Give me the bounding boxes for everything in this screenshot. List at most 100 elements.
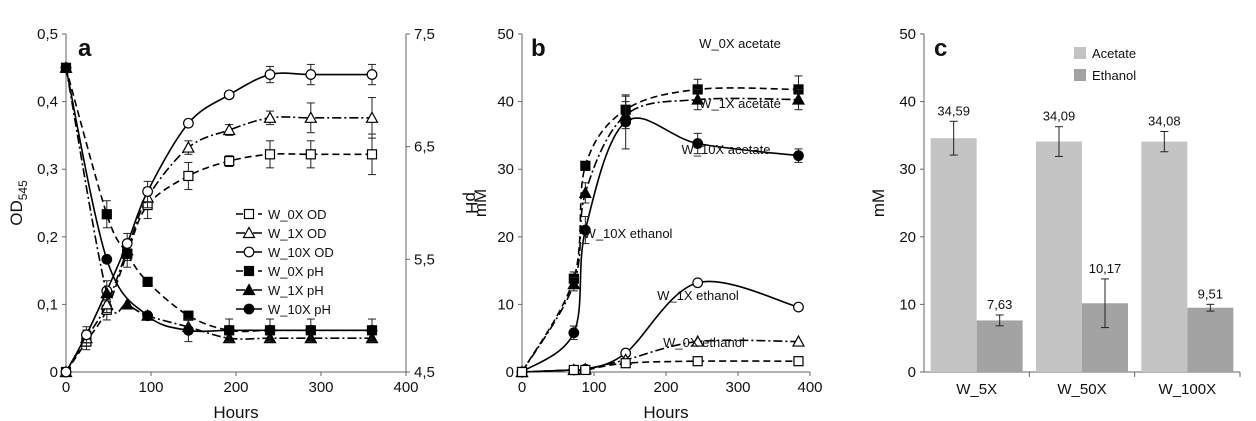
b-xtick-label: 100 — [581, 379, 606, 396]
a-data-point — [142, 310, 154, 322]
a-series-line-1 — [65, 116, 372, 373]
a-ytick-label: 0 — [50, 364, 58, 381]
c-bar-value-label: 34,09 — [1043, 109, 1076, 124]
a-y-axis-title-main: OD — [7, 200, 26, 226]
a-xtick-label: 0 — [62, 379, 70, 396]
b-data-point — [793, 150, 804, 162]
a-legend-marker — [243, 265, 255, 277]
b-ytick-label: 0 — [506, 364, 514, 381]
a-data-point — [142, 186, 154, 197]
a-data-point — [366, 69, 378, 80]
b-xtick-label: 200 — [653, 379, 678, 396]
a-data-point — [122, 248, 133, 259]
a-series-line-0 — [65, 153, 372, 373]
a-legend-label: W_10X OD — [268, 245, 334, 260]
a-legend-label: W_0X pH — [268, 264, 324, 279]
a-x-axis-title: Hours — [213, 403, 258, 421]
a-data-point — [223, 324, 235, 336]
a-data-point — [305, 69, 317, 80]
b-data-point — [579, 224, 591, 236]
a-data-point — [366, 149, 378, 160]
c-ytick-label: 10 — [899, 296, 916, 313]
a-data-point — [120, 297, 134, 310]
a-legend-label: W_1X pH — [268, 283, 324, 298]
b-series-label: W_0X ethanol — [663, 335, 745, 350]
a-data-point — [60, 62, 72, 74]
c-legend-label: Acetate — [1092, 46, 1136, 61]
b-ytick-label: 20 — [497, 229, 514, 246]
c-bar-acetate — [1141, 141, 1188, 372]
b-data-point — [568, 327, 580, 339]
a-data-point — [264, 149, 276, 160]
b-y-axis-title: mM — [471, 189, 490, 217]
b-data-point — [578, 186, 592, 198]
a-legend-marker — [242, 283, 256, 296]
a-data-point — [142, 276, 153, 287]
a-series-line-3 — [65, 67, 372, 333]
c-bar-value-label: 34,08 — [1148, 113, 1181, 128]
b-series-line-4 — [521, 339, 799, 373]
a-xtick-label: 300 — [308, 379, 333, 396]
b-ytick-label: 10 — [497, 296, 514, 313]
b-data-point — [692, 277, 704, 289]
b-data-point — [692, 138, 704, 149]
c-bar-ethanol — [976, 320, 1023, 372]
a-series-line-4 — [65, 67, 372, 340]
a-series-line-2 — [65, 72, 372, 373]
a-data-point — [224, 155, 235, 167]
b-series-line-1 — [521, 97, 799, 373]
a-data-point — [222, 123, 236, 136]
a-y2-axis-title: pH — [462, 192, 481, 214]
c-ytick-label: 30 — [899, 161, 916, 178]
b-data-point — [567, 277, 581, 290]
a-panel-letter: a — [78, 35, 92, 62]
c-bar-value-label: 9,51 — [1198, 286, 1223, 301]
b-data-point — [691, 92, 705, 105]
a-data-point — [305, 149, 316, 160]
c-bar-ethanol — [1187, 307, 1234, 372]
b-data-point — [791, 334, 805, 347]
b-data-point — [793, 356, 804, 367]
c-bar-value-label: 34,59 — [937, 103, 970, 118]
c-y-axis-title: mM — [869, 189, 888, 217]
b-series-label: W_10X acetate — [682, 142, 771, 157]
a-data-point — [60, 366, 72, 378]
a-y2tick-label: 7,5 — [414, 26, 435, 43]
b-data-point — [620, 116, 632, 128]
a-data-point — [181, 140, 195, 153]
b-ytick-label: 40 — [497, 94, 514, 111]
c-bar-value-label: 7,63 — [987, 297, 1012, 312]
c-ytick-label: 50 — [899, 26, 916, 43]
c-bar-acetate — [1036, 141, 1082, 372]
a-data-point — [305, 324, 317, 336]
a-data-point — [264, 69, 276, 80]
c-bar-acetate — [930, 138, 977, 372]
a-xtick-label: 200 — [223, 379, 248, 396]
b-data-point — [793, 301, 804, 313]
c-category-label: W_5X — [956, 381, 997, 398]
a-ytick-label: 0,3 — [37, 161, 58, 178]
a-data-point — [223, 89, 235, 101]
a-legend-marker — [243, 246, 255, 258]
a-data-point — [183, 170, 194, 182]
a-y2tick-label: 4,5 — [414, 364, 435, 381]
b-xtick-label: 400 — [797, 379, 822, 396]
c-category-label: W_50X — [1057, 381, 1106, 398]
b-series-label: W_10X ethanol — [584, 226, 673, 241]
a-data-point — [101, 209, 112, 220]
a-ytick-label: 0,2 — [37, 229, 58, 246]
a-data-point — [365, 111, 379, 123]
b-series-label: W_1X ethanol — [657, 288, 739, 303]
c-bar-value-label: 10,17 — [1089, 261, 1122, 276]
a-data-point — [101, 253, 113, 265]
a-legend-marker — [242, 226, 256, 239]
a-data-point — [80, 329, 92, 341]
a-y2tick-label: 5,5 — [414, 251, 435, 268]
a-ytick-label: 0,1 — [37, 296, 58, 313]
c-ytick-label: 40 — [899, 94, 916, 111]
c-ytick-label: 0 — [908, 364, 916, 381]
c-ytick-label: 20 — [899, 229, 916, 246]
c-legend-swatch — [1074, 47, 1086, 59]
b-xtick-label: 0 — [518, 379, 526, 396]
